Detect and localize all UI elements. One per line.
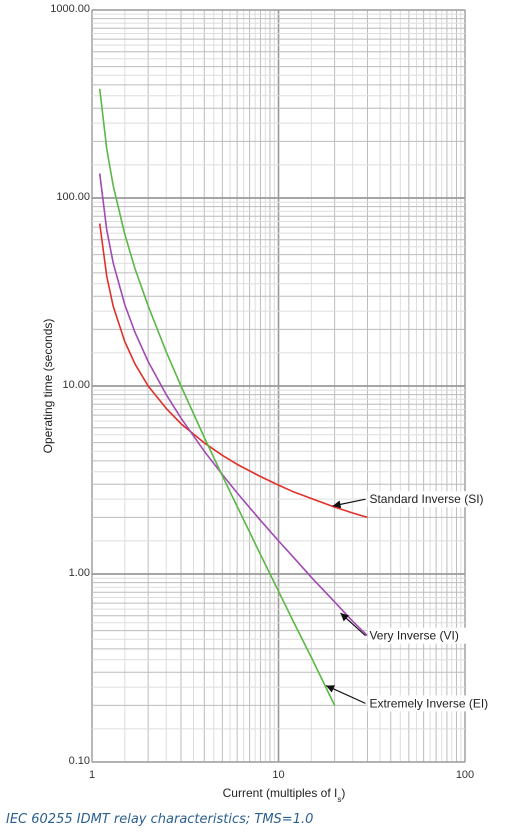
y-tick-label: 0.10 [69,755,90,767]
y-axis-title: Operating time (seconds) [41,319,55,454]
annotation-label-2: Very Inverse (VI) [369,629,458,643]
y-tick-labels: 0.10 1.00 10.00 100.00 1000.00 [50,3,90,767]
y-tick-label: 1.00 [69,567,90,579]
annotation-label-1: Standard Inverse (SI) [369,492,483,506]
chart-svg: 1 10 100 0.10 1.00 10.00 100.00 1000.00 Standa… [41,3,508,804]
series-curves [98,88,369,706]
x-axis-title: Current (multiples of Is) [223,786,346,804]
series-line-2 [98,173,369,637]
figure-caption: IEC 60255 IDMT relay characteristics; TM… [6,812,314,827]
gridlines [91,9,466,763]
annotation-label-background [367,695,508,712]
annotation-label-background [367,491,506,508]
y-tick-label: 1000.00 [50,3,90,15]
annotation-arrowhead [326,685,335,693]
x-tick-labels: 1 10 100 [89,769,474,781]
annotation-arrowhead [340,613,350,622]
series-line-1 [98,223,368,519]
annotation-label-background [367,627,481,644]
series-annotations: Standard Inverse (SI) Very Inverse (VI) Ex… [325,491,508,712]
x-tick-label: 10 [272,769,284,781]
series-line-3 [98,88,336,706]
y-tick-label: 10.00 [62,379,90,391]
annotation-arrowhead [332,500,342,509]
y-tick-label: 100.00 [56,191,90,203]
x-tick-label: 100 [456,769,474,781]
x-tick-label: 1 [89,769,95,781]
annotation-label-3: Extremely Inverse (EI) [369,696,488,710]
